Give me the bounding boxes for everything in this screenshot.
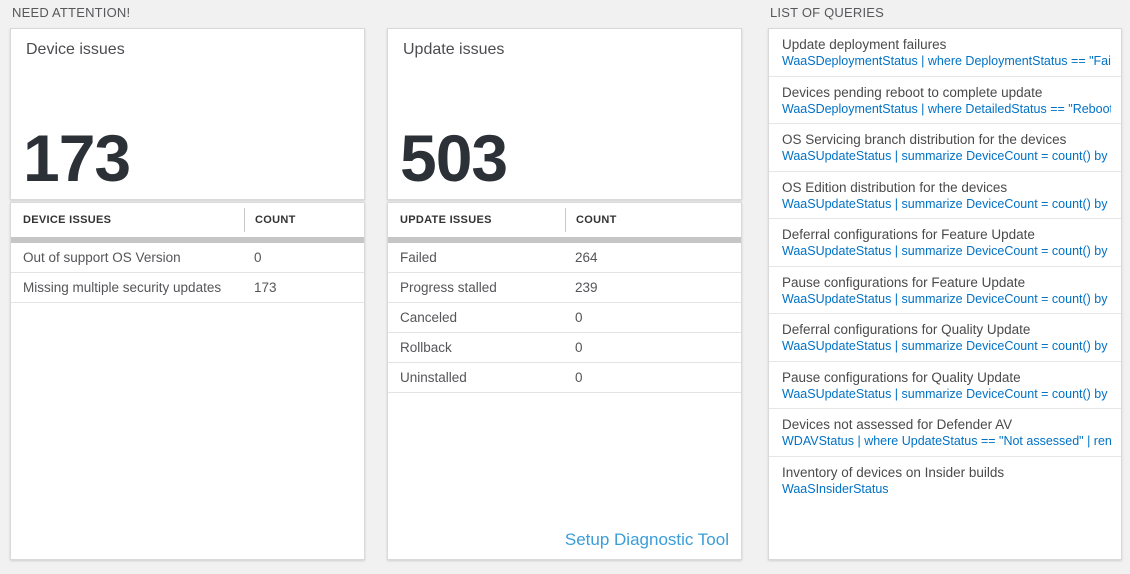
row-label: Canceled xyxy=(400,310,458,325)
query-code: WaaSUpdateStatus | summarize DeviceCount… xyxy=(782,149,1111,163)
update-table-header: UPDATE ISSUES COUNT xyxy=(388,203,741,237)
table-row[interactable]: Canceled 0 xyxy=(388,303,741,333)
query-code: WaaSUpdateStatus | summarize DeviceCount… xyxy=(782,244,1111,258)
update-issues-table: UPDATE ISSUES COUNT Failed 264 Progress … xyxy=(387,202,742,560)
device-table-header-count: COUNT xyxy=(244,208,364,232)
need-attention-header: NEED ATTENTION! xyxy=(12,5,131,20)
query-title: OS Servicing branch distribution for the… xyxy=(782,132,1067,147)
row-count: 0 xyxy=(575,310,583,325)
query-code: WDAVStatus | where UpdateStatus == "Not … xyxy=(782,434,1111,448)
device-table-header: DEVICE ISSUES COUNT xyxy=(11,203,364,237)
update-table-header-name: UPDATE ISSUES xyxy=(400,214,492,226)
list-of-queries-header: LIST OF QUERIES xyxy=(770,5,885,20)
table-row[interactable]: Failed 264 xyxy=(388,243,741,273)
query-item[interactable]: OS Edition distribution for the devices … xyxy=(769,171,1121,219)
row-count: 0 xyxy=(575,370,583,385)
update-issues-title: Update issues xyxy=(403,41,505,58)
row-count: 0 xyxy=(575,340,583,355)
query-code: WaaSUpdateStatus | summarize DeviceCount… xyxy=(782,291,1111,306)
query-item[interactable]: Devices pending reboot to complete updat… xyxy=(769,76,1121,124)
query-title: Pause configurations for Quality Update xyxy=(782,369,1021,385)
query-title: OS Edition distribution for the devices xyxy=(782,179,1008,195)
query-item[interactable]: Devices not assessed for Defender AV WDA… xyxy=(769,409,1121,457)
query-title: Update deployment failures xyxy=(782,37,947,52)
query-code: WaaSInsiderStatus xyxy=(782,481,889,496)
table-row[interactable]: Progress stalled 239 xyxy=(388,273,741,303)
query-code: WaaSUpdateStatus | summarize DeviceCount… xyxy=(782,339,1111,353)
update-issues-count: 503 xyxy=(400,121,508,195)
query-title: Inventory of devices on Insider builds xyxy=(782,464,1005,480)
row-label: Out of support OS Version xyxy=(23,250,181,265)
device-issues-tile[interactable]: Device issues 173 xyxy=(10,28,365,200)
query-item[interactable]: OS Servicing branch distribution for the… xyxy=(769,124,1121,172)
query-item[interactable]: Deferral configurations for Quality Upda… xyxy=(769,314,1121,362)
query-code: WaaSUpdateStatus | summarize DeviceCount… xyxy=(782,386,1111,401)
query-code: WaaSUpdateStatus | summarize DeviceCount… xyxy=(782,196,1111,211)
query-title: Pause configurations for Feature Update xyxy=(782,274,1026,290)
row-label: Progress stalled xyxy=(400,280,497,295)
query-item[interactable]: Deferral configurations for Feature Upda… xyxy=(769,219,1121,267)
device-issues-table: DEVICE ISSUES COUNT Out of support OS Ve… xyxy=(10,202,365,560)
queries-panel: Update deployment failures WaaSDeploymen… xyxy=(768,28,1122,560)
row-count: 239 xyxy=(575,280,598,295)
device-issues-title: Device issues xyxy=(26,41,125,58)
query-item[interactable]: Update deployment failures WaaSDeploymen… xyxy=(769,29,1121,77)
query-item[interactable]: Inventory of devices on Insider builds W… xyxy=(769,456,1121,504)
query-title: Devices not assessed for Defender AV xyxy=(782,417,1013,432)
query-item[interactable]: Pause configurations for Feature Update … xyxy=(769,266,1121,314)
query-title: Devices pending reboot to complete updat… xyxy=(782,84,1043,100)
query-code: WaaSDeploymentStatus | where DeploymentS… xyxy=(782,54,1111,68)
table-row[interactable]: Uninstalled 0 xyxy=(388,363,741,393)
row-count: 173 xyxy=(254,280,277,295)
query-item[interactable]: Pause configurations for Quality Update … xyxy=(769,361,1121,409)
row-label: Failed xyxy=(400,250,437,265)
device-table-header-name: DEVICE ISSUES xyxy=(23,214,112,226)
table-row[interactable]: Missing multiple security updates 173 xyxy=(11,273,364,303)
table-row[interactable]: Rollback 0 xyxy=(388,333,741,363)
row-count: 0 xyxy=(254,250,262,265)
table-scrollbar[interactable] xyxy=(388,237,741,243)
query-title: Deferral configurations for Quality Upda… xyxy=(782,322,1031,337)
row-count: 264 xyxy=(575,250,598,265)
query-title: Deferral configurations for Feature Upda… xyxy=(782,227,1035,242)
row-label: Uninstalled xyxy=(400,370,467,385)
table-scrollbar[interactable] xyxy=(11,237,364,243)
update-issues-tile[interactable]: Update issues 503 xyxy=(387,28,742,200)
update-table-header-count: COUNT xyxy=(565,208,741,232)
device-issues-count: 173 xyxy=(23,121,131,195)
query-code: WaaSDeploymentStatus | where DetailedSta… xyxy=(782,101,1111,116)
setup-diagnostic-tool-link[interactable]: Setup Diagnostic Tool xyxy=(564,530,729,549)
row-label: Missing multiple security updates xyxy=(23,280,222,295)
table-row[interactable]: Out of support OS Version 0 xyxy=(11,243,364,273)
row-label: Rollback xyxy=(400,340,452,355)
